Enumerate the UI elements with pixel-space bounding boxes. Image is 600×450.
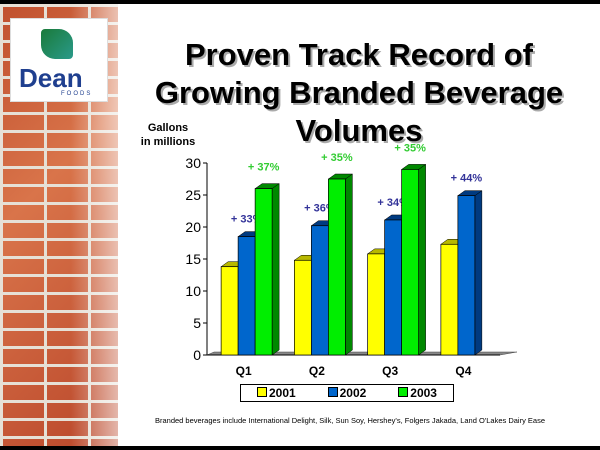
legend: 2001 2002 2003 [240, 384, 454, 402]
legend-item-2001: 2001 [256, 386, 296, 400]
bar-2001-Q3 [367, 253, 385, 356]
bar-side [474, 190, 483, 356]
y-label-line-2: in millions [140, 136, 196, 148]
bar-side [345, 173, 353, 356]
logo-sub: FOODS [61, 91, 93, 97]
x-tick-label: Q2 [309, 364, 325, 378]
x-tick-label: Q1 [236, 364, 252, 378]
legend-label: 2003 [410, 386, 437, 400]
bar-2003-Q1 [254, 188, 273, 356]
bar-2001-Q4 [440, 243, 459, 356]
bar-2002-Q2 [311, 225, 329, 356]
legend-label: 2001 [268, 386, 296, 400]
growth-label: + 33% [231, 214, 263, 226]
growth-label: + 37% [248, 162, 280, 174]
bar-2003-Q3 [401, 169, 419, 356]
bar-2003-Q2 [328, 178, 346, 356]
bar-2001-Q2 [294, 259, 312, 356]
legend-swatch [256, 387, 267, 397]
growth-label: + 34% [377, 197, 409, 209]
dean-foods-logo: Dean FOODS [10, 18, 108, 102]
x-tick-label: Q3 [382, 364, 398, 378]
growth-label: + 44% [451, 173, 483, 185]
y-tick-label: 5 [193, 315, 201, 331]
y-label-line-1: Gallons [147, 122, 189, 134]
bar-2002-Q3 [384, 219, 402, 356]
logo-mark-icon [41, 29, 73, 59]
logo-name: Dean [19, 63, 83, 93]
y-tick-label: 0 [193, 347, 201, 363]
y-axis-label: Gallons in millions [138, 121, 198, 149]
bottom-border [0, 446, 600, 450]
legend-swatch [327, 387, 338, 397]
growth-label: + 36% [304, 203, 336, 215]
top-border [0, 0, 600, 4]
bar-2002-Q1 [237, 236, 256, 356]
legend-swatch [398, 387, 409, 397]
slide-title: Proven Track Record of Growing Branded B… [154, 37, 564, 148]
y-tick-label: 15 [185, 251, 201, 267]
legend-item-2002: 2002 [327, 386, 367, 400]
y-tick-label: 20 [185, 219, 201, 235]
y-tick-label: 30 [185, 155, 201, 171]
bar-2002-Q4 [457, 195, 476, 356]
footnote: Branded beverages include International … [154, 416, 546, 425]
bar-2001-Q1 [220, 266, 239, 356]
growth-label: + 35% [394, 142, 426, 154]
bar-side [271, 183, 280, 356]
y-tick-label: 25 [185, 187, 201, 203]
y-tick-label: 10 [185, 283, 201, 299]
growth-label: + 35% [321, 152, 353, 164]
x-tick-label: Q4 [455, 364, 471, 378]
bar-side [418, 163, 426, 356]
legend-label: 2002 [339, 386, 367, 400]
legend-item-2003: 2003 [398, 386, 437, 400]
